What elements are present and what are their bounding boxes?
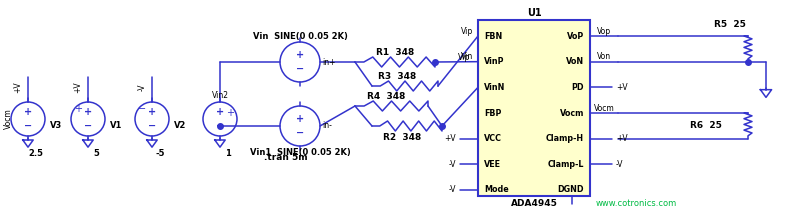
Text: -V: -V — [449, 160, 456, 169]
Text: VCC: VCC — [484, 134, 502, 143]
Bar — [478, 20, 590, 196]
Text: +: + — [24, 107, 32, 117]
Text: −: − — [84, 121, 92, 131]
Text: www.cotronics.com: www.cotronics.com — [595, 199, 677, 208]
Text: −: − — [148, 121, 156, 131]
Text: +: + — [296, 50, 304, 60]
Text: -V: -V — [616, 160, 623, 169]
Text: FBN: FBN — [484, 31, 502, 40]
Text: R5  25: R5 25 — [714, 19, 746, 28]
Text: −: − — [216, 121, 224, 131]
Text: VoP: VoP — [566, 31, 584, 40]
Text: ADA4945: ADA4945 — [510, 199, 558, 208]
Text: +: + — [216, 107, 224, 117]
Text: Vocm: Vocm — [560, 108, 584, 117]
Text: Mode: Mode — [484, 186, 509, 195]
Text: Vin2: Vin2 — [211, 91, 229, 100]
Text: PD: PD — [571, 83, 584, 92]
Text: R6  25: R6 25 — [690, 121, 722, 130]
Text: -V: -V — [449, 186, 456, 195]
Text: VinP: VinP — [484, 57, 505, 66]
Text: -V: -V — [138, 83, 146, 91]
Text: 1: 1 — [225, 150, 231, 159]
Text: Vop: Vop — [597, 27, 611, 36]
Text: R3  348: R3 348 — [378, 71, 416, 80]
Text: Vocm: Vocm — [594, 104, 614, 113]
Text: FBP: FBP — [484, 108, 502, 117]
Text: R2  348: R2 348 — [383, 134, 421, 143]
Text: VinN: VinN — [484, 83, 506, 92]
Text: V2: V2 — [174, 120, 186, 129]
Text: +: + — [296, 114, 304, 124]
Text: −: − — [24, 121, 32, 131]
Text: +: + — [226, 108, 234, 118]
Text: Clamp-L: Clamp-L — [547, 160, 584, 169]
Text: +: + — [74, 104, 82, 114]
Text: +V: +V — [14, 81, 22, 93]
Text: −: − — [296, 128, 304, 138]
Text: -5: -5 — [155, 150, 165, 159]
Text: R4  348: R4 348 — [367, 92, 406, 101]
Text: −: − — [138, 104, 146, 114]
Text: Vin1  SINE(0 0.05 2K): Vin1 SINE(0 0.05 2K) — [250, 147, 350, 156]
Text: DGND: DGND — [558, 186, 584, 195]
Text: 2.5: 2.5 — [29, 150, 43, 159]
Text: Vocm: Vocm — [3, 109, 13, 129]
Text: Vin: Vin — [461, 52, 473, 61]
Text: +V: +V — [74, 81, 82, 93]
Text: R1  348: R1 348 — [376, 48, 414, 56]
Text: Von: Von — [597, 52, 611, 61]
Text: Clamp-H: Clamp-H — [546, 134, 584, 143]
Text: in+: in+ — [322, 58, 335, 67]
Text: +: + — [84, 107, 92, 117]
Text: VoN: VoN — [566, 57, 584, 66]
Text: V1: V1 — [110, 120, 122, 129]
Text: in-: in- — [322, 122, 332, 131]
Text: V3: V3 — [50, 120, 62, 129]
Text: +V: +V — [616, 83, 628, 92]
Text: +V: +V — [616, 134, 628, 143]
Text: 5: 5 — [93, 150, 99, 159]
Text: Vip: Vip — [458, 52, 470, 61]
Text: .tran 5m: .tran 5m — [264, 153, 308, 162]
Text: +V: +V — [444, 134, 456, 143]
Text: +: + — [148, 107, 156, 117]
Text: VEE: VEE — [484, 160, 501, 169]
Text: Vip: Vip — [461, 27, 473, 36]
Text: Vin  SINE(0 0.05 2K): Vin SINE(0 0.05 2K) — [253, 31, 347, 40]
Text: −: − — [296, 64, 304, 74]
Text: U1: U1 — [526, 8, 542, 18]
